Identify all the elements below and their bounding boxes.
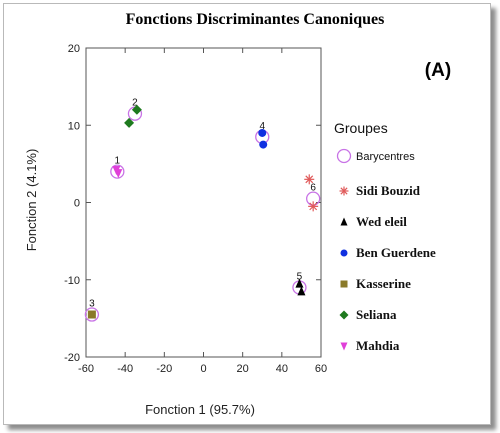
legend-label: Wed eleil [356, 214, 407, 229]
legend-swatch-centroid [336, 148, 352, 164]
x-tick-label: 20 [237, 363, 249, 375]
legend-label: Ben Guerdene [356, 245, 436, 260]
chart-frame [3, 3, 491, 425]
centroid-marker [84, 307, 100, 322]
data-point [258, 128, 267, 137]
data-point [114, 169, 123, 179]
x-tick-label: 60 [315, 363, 327, 375]
y-tick-label: -20 [64, 352, 80, 364]
centroid-marker [110, 164, 125, 179]
legend-swatch [340, 217, 348, 226]
legend: Groupes Barycentres Sidi Bouzid Wed eleil Be… [334, 120, 436, 353]
legend-swatch [339, 310, 349, 320]
centroid-label: 1 [115, 156, 121, 167]
x-tick-label: 0 [200, 363, 206, 375]
y-tick-label: 0 [74, 198, 80, 210]
legend-label: Kasserine [356, 276, 411, 291]
y-tick-label: 20 [68, 43, 80, 55]
legend-swatch [340, 249, 348, 257]
data-point [295, 278, 304, 288]
legend-swatch [340, 342, 348, 351]
centroid-label: 5 [297, 271, 303, 282]
centroid-label: 4 [259, 121, 265, 132]
legend-swatch [340, 280, 348, 288]
y-tick-label: -10 [64, 275, 80, 287]
centroid-label: 6 [310, 183, 316, 194]
data-point [259, 140, 268, 149]
centroid-label: 3 [89, 299, 95, 310]
data-point [131, 104, 142, 115]
panel-label: (A) [425, 60, 451, 81]
legend-title: Groupes [334, 120, 388, 136]
data-point [304, 174, 315, 185]
data-point [124, 117, 135, 128]
plot-area-border [85, 47, 322, 358]
x-tick-label: -40 [117, 363, 133, 375]
axes: -60 -40 -20 0 20 40 60 -20 -10 0 10 20 [64, 43, 327, 375]
data-point [87, 310, 96, 319]
chart-title: Fonctions Discriminantes Canoniques [126, 11, 385, 28]
legend-label: Sidi Bouzid [356, 183, 421, 198]
x-tick-label: 40 [276, 363, 288, 375]
x-tick-label: -20 [156, 363, 172, 375]
legend-label: Seliana [356, 307, 397, 322]
x-axis-label: Fonction 1 (95.7%) [145, 402, 255, 417]
data-point [308, 201, 319, 212]
legend-label-barycentres: Barycentres [356, 151, 415, 163]
plot-marks: 1 2 3 4 5 6 [84, 98, 321, 322]
x-tick-label: -60 [78, 363, 94, 375]
centroid-label: 2 [132, 98, 138, 109]
data-point [297, 286, 306, 296]
legend-label: Mahdia [356, 338, 400, 353]
y-tick-label: 10 [68, 120, 80, 132]
legend-swatch [339, 186, 349, 196]
y-axis-label: Fonction 2 (4.1%) [24, 149, 39, 252]
